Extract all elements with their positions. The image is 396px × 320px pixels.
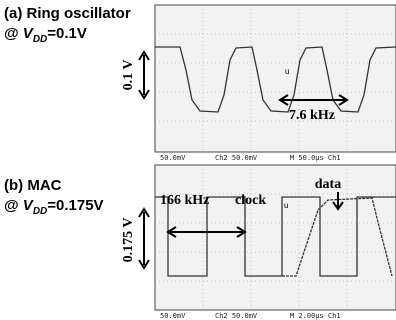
figure: (a) Ring oscillator @ VDD=0.1V u 0.1 V 7… [0,0,396,320]
scope-footer: Ch2 50.0mV [215,312,258,320]
data-label: data [315,177,341,192]
panel-title: (b) MAC [4,177,62,194]
cond-sub: DD [33,206,47,217]
frequency-label: 166 kHz [160,193,209,208]
scope-screen [155,5,396,152]
scope-footer: M 2.00μs Ch1 [290,312,341,320]
clock-label: clock [235,193,266,208]
cond-rest: =0.175V [47,197,103,214]
scope-footer: M 50.0μs Ch1 [290,154,341,162]
scope-footer: Ch2 50.0mV [215,154,258,162]
cond-prefix: @ [4,25,23,42]
marker: u [285,67,289,76]
panel-condition: @ VDD=0.1V [4,25,87,45]
amplitude-label: 0.1 V [121,60,136,91]
cond-sub: DD [33,34,47,45]
frequency-label: 7.6 kHz [289,108,335,123]
scope-footer: 50.0mV [160,154,186,162]
scope-screen [155,165,396,310]
amplitude-label: 0.175 V [121,218,136,263]
cond-rest: =0.1V [47,25,87,42]
panel-title: (a) Ring oscillator [4,5,131,22]
scope-footer: 50.0mV [160,312,186,320]
cond-prefix: @ [4,197,23,214]
marker: u [284,201,288,210]
panel-condition: @ VDD=0.175V [4,197,104,217]
